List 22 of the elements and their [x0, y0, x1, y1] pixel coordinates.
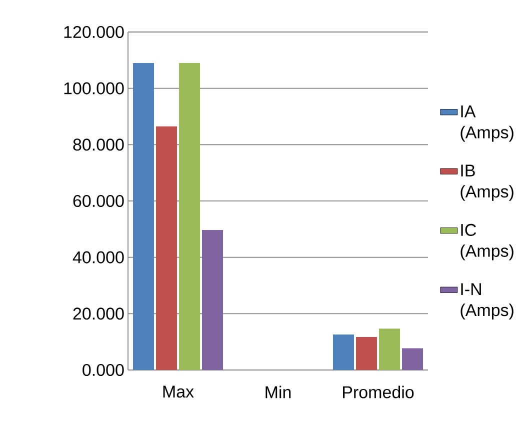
bar: [333, 334, 354, 370]
legend-label: IB (Amps): [460, 164, 514, 201]
y-tick-label: 40.000: [72, 251, 124, 264]
legend-label: IC (Amps): [460, 224, 514, 260]
bar: [402, 348, 423, 370]
y-tick-label: 20.000: [73, 308, 124, 320]
legend-label: I-N (Amps): [460, 283, 514, 320]
x-tick-label: Min: [266, 386, 291, 398]
bar: [202, 230, 224, 370]
bar: [179, 62, 200, 370]
bar: [156, 126, 178, 370]
y-tick-label: 60.000: [73, 194, 124, 208]
bar: [133, 62, 154, 370]
bar: [356, 337, 377, 370]
y-tick-label: 120.000: [64, 26, 124, 38]
y-tick-label: 80.000: [73, 138, 124, 151]
y-tick-label: 100.000: [64, 82, 124, 94]
bar: [379, 328, 400, 370]
x-tick-label: Promedio: [343, 386, 414, 398]
legend-label: IA (Amps): [460, 106, 514, 142]
x-tick-label: Max: [163, 386, 194, 398]
y-tick-label: 0.000: [82, 364, 124, 376]
